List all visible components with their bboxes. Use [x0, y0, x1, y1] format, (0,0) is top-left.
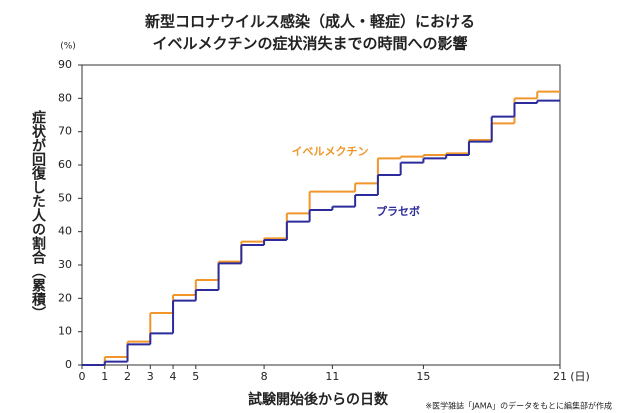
plot-frame [81, 64, 561, 366]
y-tick-label: 0 [65, 358, 72, 371]
y-tick-label: 80 [58, 91, 72, 104]
x-tick-label: 21 [553, 370, 567, 383]
x-tick-label: 4 [170, 370, 177, 383]
x-unit: (日) [570, 370, 590, 383]
legend-label: プラセボ [376, 204, 420, 218]
x-tick-label: 8 [261, 370, 268, 383]
y-tick-label: 50 [58, 191, 72, 204]
x-tick-label: 1 [101, 370, 108, 383]
y-tick-label: 10 [58, 325, 72, 338]
chart-title: 新型コロナウイルス感染（成人・軽症）における [145, 13, 475, 31]
y-tick-label: 70 [58, 125, 72, 138]
y-tick-label: 60 [58, 158, 72, 171]
y-unit: (%) [60, 42, 76, 52]
x-tick-label: 15 [416, 370, 430, 383]
chart-title: イベルメクチンの症状消失までの時間への影響 [152, 35, 467, 53]
x-axis-label: 試験開始後からの日数 [248, 391, 389, 408]
y-axis-label: 症状が回復した人の割合（累積） [30, 109, 47, 320]
y-tick-label: 90 [58, 58, 72, 71]
legend-label: イベルメクチン [292, 145, 369, 158]
y-tick-label: 20 [58, 291, 72, 304]
x-tick-label: 0 [79, 370, 86, 383]
x-tick-label: 2 [124, 370, 131, 383]
y-tick-label: 40 [58, 225, 72, 238]
x-tick-label: 3 [147, 370, 154, 383]
note: ※医学雑誌「JAMA」のデータをもとに編集部が作成 [425, 401, 612, 411]
x-tick-label: 11 [325, 370, 339, 383]
x-tick-label: 5 [192, 370, 199, 383]
y-tick-label: 30 [58, 258, 72, 271]
